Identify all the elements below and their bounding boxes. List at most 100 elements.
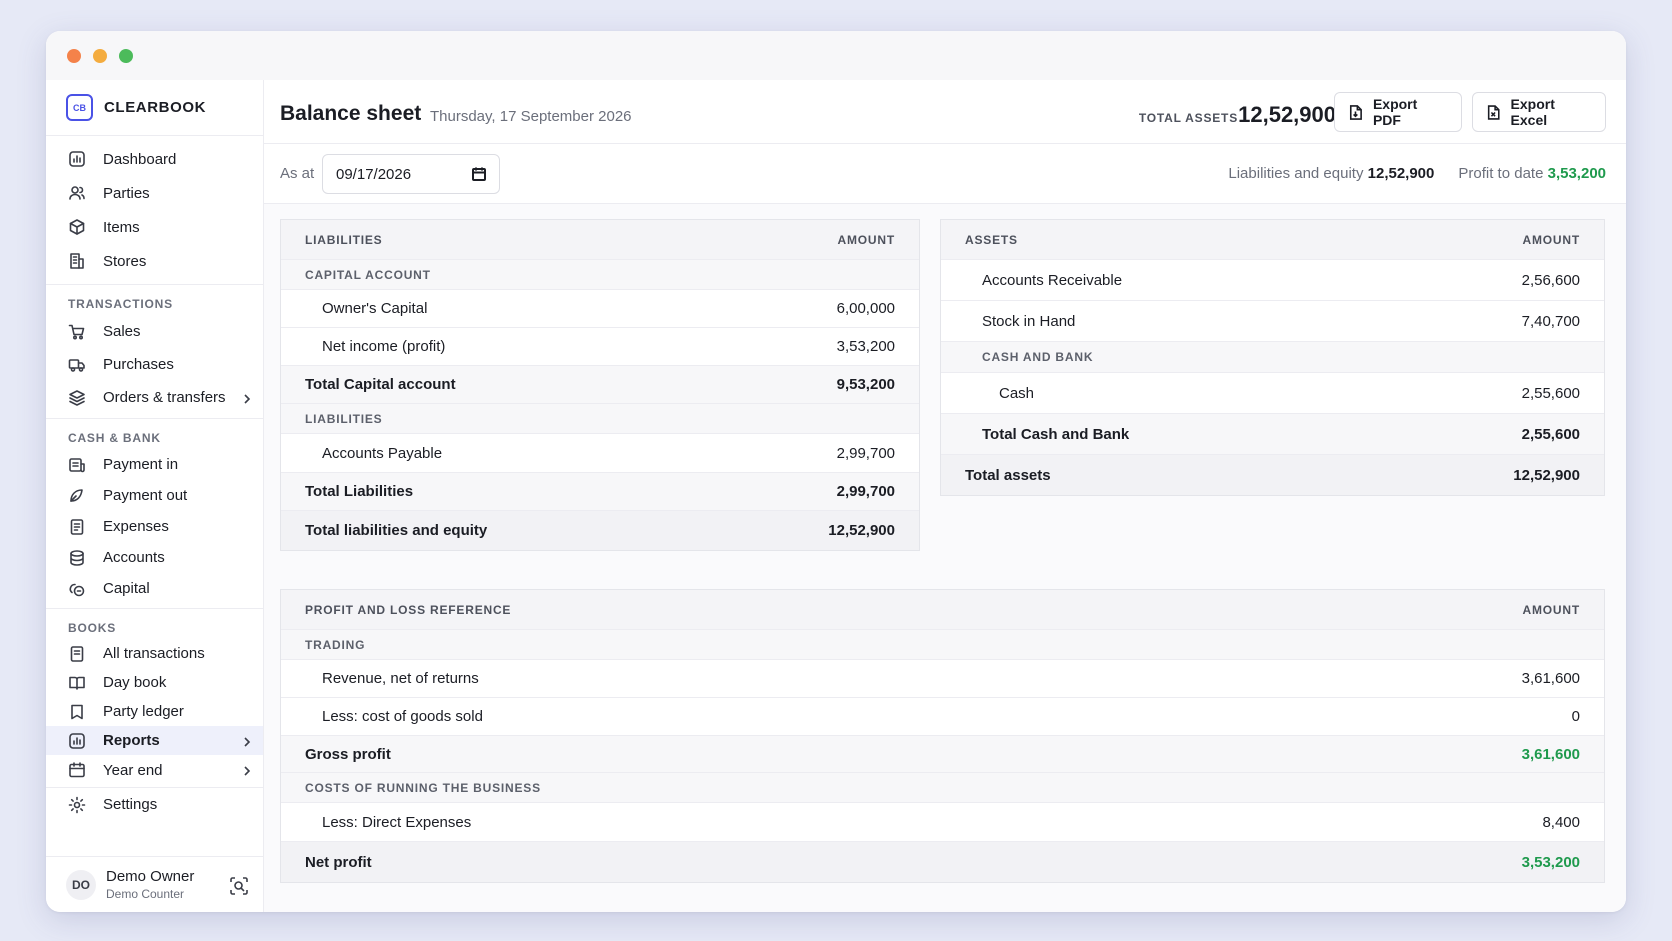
chevron-right-icon[interactable] <box>241 735 253 747</box>
row-label: Less: cost of goods sold <box>322 708 483 725</box>
page-date: Thursday, 17 September 2026 <box>430 108 632 125</box>
sidebar-item-orders-transfers[interactable]: Orders & transfers <box>46 381 263 414</box>
calendar-icon[interactable] <box>471 166 487 182</box>
window-maximize-button[interactable] <box>119 49 133 63</box>
sidebar-item-all-transactions[interactable]: All transactions <box>46 639 263 668</box>
row-label: Net income (profit) <box>322 338 446 355</box>
sidebar-item-reports[interactable]: Reports <box>46 726 263 755</box>
row-label: Total Capital account <box>305 376 456 393</box>
nav-heading-books: BOOKS <box>68 621 117 635</box>
liabilities-equity-value: 12,52,900 <box>1367 165 1435 182</box>
assets-panel: ASSETS AMOUNT Accounts Receivable 2,56,6… <box>940 219 1605 496</box>
sidebar-item-label: All transactions <box>103 645 205 662</box>
column-header-amount: AMOUNT <box>1522 232 1580 247</box>
export-excel-label: Export Excel <box>1510 96 1555 128</box>
total-assets-value: 12,52,900 <box>1238 102 1336 127</box>
row-label: Accounts Receivable <box>982 271 1123 289</box>
book-icon <box>68 674 86 692</box>
page-header: Balance sheet Thursday, 17 September 202… <box>264 80 1626 144</box>
brand[interactable]: CB CLEARBOOK <box>46 80 263 136</box>
row-label: Total Cash and Bank <box>982 425 1130 443</box>
sidebar-item-payment-in[interactable]: Payment in <box>46 449 263 480</box>
section-liabilities: LIABILITIES <box>281 404 919 434</box>
column-header-pnl: PROFIT AND LOSS REFERENCE <box>305 602 512 617</box>
row-amount: 12,52,900 <box>1513 466 1580 484</box>
table-row[interactable]: Revenue, net of returns 3,61,600 <box>281 660 1604 698</box>
row-label: Stock in Hand <box>982 312 1076 330</box>
section-trading: TRADING <box>281 630 1604 660</box>
total-row: Gross profit 3,61,600 <box>281 736 1604 773</box>
grand-total-row: Total assets 12,52,900 <box>941 455 1604 495</box>
as-at-date-input[interactable]: 09/17/2026 <box>322 154 500 194</box>
export-excel-button[interactable]: Export Excel <box>1472 92 1606 132</box>
sidebar-item-parties[interactable]: Parties <box>46 176 263 210</box>
liabilities-equity-label: Liabilities and equity <box>1228 165 1364 182</box>
sidebar-item-day-book[interactable]: Day book <box>46 668 263 697</box>
chevron-right-icon[interactable] <box>241 764 253 776</box>
user-name: Demo Owner <box>106 868 195 885</box>
sidebar-item-label: Parties <box>103 184 150 202</box>
table-row[interactable]: Accounts Payable 2,99,700 <box>281 434 919 473</box>
sidebar-item-label: Party ledger <box>103 703 184 720</box>
sidebar-item-items[interactable]: Items <box>46 210 263 244</box>
dashboard-icon <box>68 150 86 168</box>
date-value: 09/17/2026 <box>336 165 412 183</box>
section-cash-and-bank: CASH AND BANK <box>941 342 1604 373</box>
user-text: Demo Owner Demo Counter <box>106 868 194 901</box>
summary-stats: Liabilities and equity 12,52,900 Profit … <box>1228 165 1606 182</box>
row-amount: 3,61,600 <box>1521 670 1580 687</box>
row-label: Total liabilities and equity <box>305 522 488 539</box>
sidebar-item-label: Dashboard <box>103 150 177 168</box>
row-label: Less: Direct Expenses <box>322 813 472 831</box>
sidebar-item-settings[interactable]: Settings <box>46 788 263 821</box>
search-icon[interactable] <box>229 876 249 896</box>
table-row[interactable]: Less: Direct Expenses 8,400 <box>281 803 1604 842</box>
window-close-button[interactable] <box>67 49 81 63</box>
calendar-icon <box>68 761 86 779</box>
sidebar-item-label: Purchases <box>103 356 174 373</box>
app-window: CB CLEARBOOK Dashboard Parties Items Sto… <box>46 31 1626 912</box>
window-minimize-button[interactable] <box>93 49 107 63</box>
section-label: COSTS OF RUNNING THE BUSINESS <box>305 780 541 795</box>
nav-group-cash-bank: CASH & BANK Payment in Payment out Expen… <box>46 419 263 609</box>
payment-out-icon <box>68 487 86 505</box>
row-amount: 2,55,600 <box>1521 425 1580 443</box>
sidebar-item-purchases[interactable]: Purchases <box>46 348 263 381</box>
sidebar-item-party-ledger[interactable]: Party ledger <box>46 697 263 726</box>
sidebar: CB CLEARBOOK Dashboard Parties Items Sto… <box>46 80 264 912</box>
sidebar-item-stores[interactable]: Stores <box>46 244 263 278</box>
sidebar-item-sales[interactable]: Sales <box>46 315 263 348</box>
table-row[interactable]: Net income (profit) 3,53,200 <box>281 328 919 366</box>
column-header-amount: AMOUNT <box>1522 602 1580 617</box>
table-row[interactable]: Accounts Receivable 2,56,600 <box>941 260 1604 301</box>
export-pdf-button[interactable]: Export PDF <box>1334 92 1462 132</box>
table-header: ASSETS AMOUNT <box>941 220 1604 260</box>
sidebar-item-capital[interactable]: Capital <box>46 573 263 604</box>
row-amount: 3,53,200 <box>836 338 895 355</box>
table-row[interactable]: Less: cost of goods sold 0 <box>281 698 1604 736</box>
row-label: Cash <box>999 384 1035 402</box>
user-card[interactable]: DO Demo Owner Demo Counter <box>46 856 263 912</box>
nav-group-books: BOOKS All transactions Day book Party le… <box>46 609 263 821</box>
sidebar-item-payment-out[interactable]: Payment out <box>46 480 263 511</box>
avatar: DO <box>66 869 96 900</box>
receipt-icon <box>68 518 86 536</box>
sidebar-item-label: Orders & transfers <box>103 389 226 406</box>
table-row[interactable]: Cash 2,55,600 <box>941 373 1604 414</box>
table-row[interactable]: Owner's Capital 6,00,000 <box>281 290 919 328</box>
cart-icon <box>68 323 86 341</box>
row-amount: 0 <box>1571 708 1580 725</box>
row-amount: 9,53,200 <box>836 376 895 393</box>
sidebar-item-year-end[interactable]: Year end <box>46 755 263 785</box>
sidebar-item-label: Reports <box>103 732 160 749</box>
total-row: Total Liabilities 2,99,700 <box>281 473 919 511</box>
chevron-right-icon[interactable] <box>241 392 253 404</box>
liabilities-panel: LIABILITIES AMOUNT CAPITAL ACCOUNT Owner… <box>280 219 920 551</box>
total-assets-label: TOTAL ASSETS <box>1138 111 1238 125</box>
row-amount: 6,00,000 <box>836 300 895 317</box>
sidebar-item-expenses[interactable]: Expenses <box>46 511 263 542</box>
table-row[interactable]: Stock in Hand 7,40,700 <box>941 301 1604 342</box>
sidebar-item-accounts[interactable]: Accounts <box>46 542 263 573</box>
sidebar-item-dashboard[interactable]: Dashboard <box>46 142 263 176</box>
sidebar-item-label: Accounts <box>103 549 165 566</box>
